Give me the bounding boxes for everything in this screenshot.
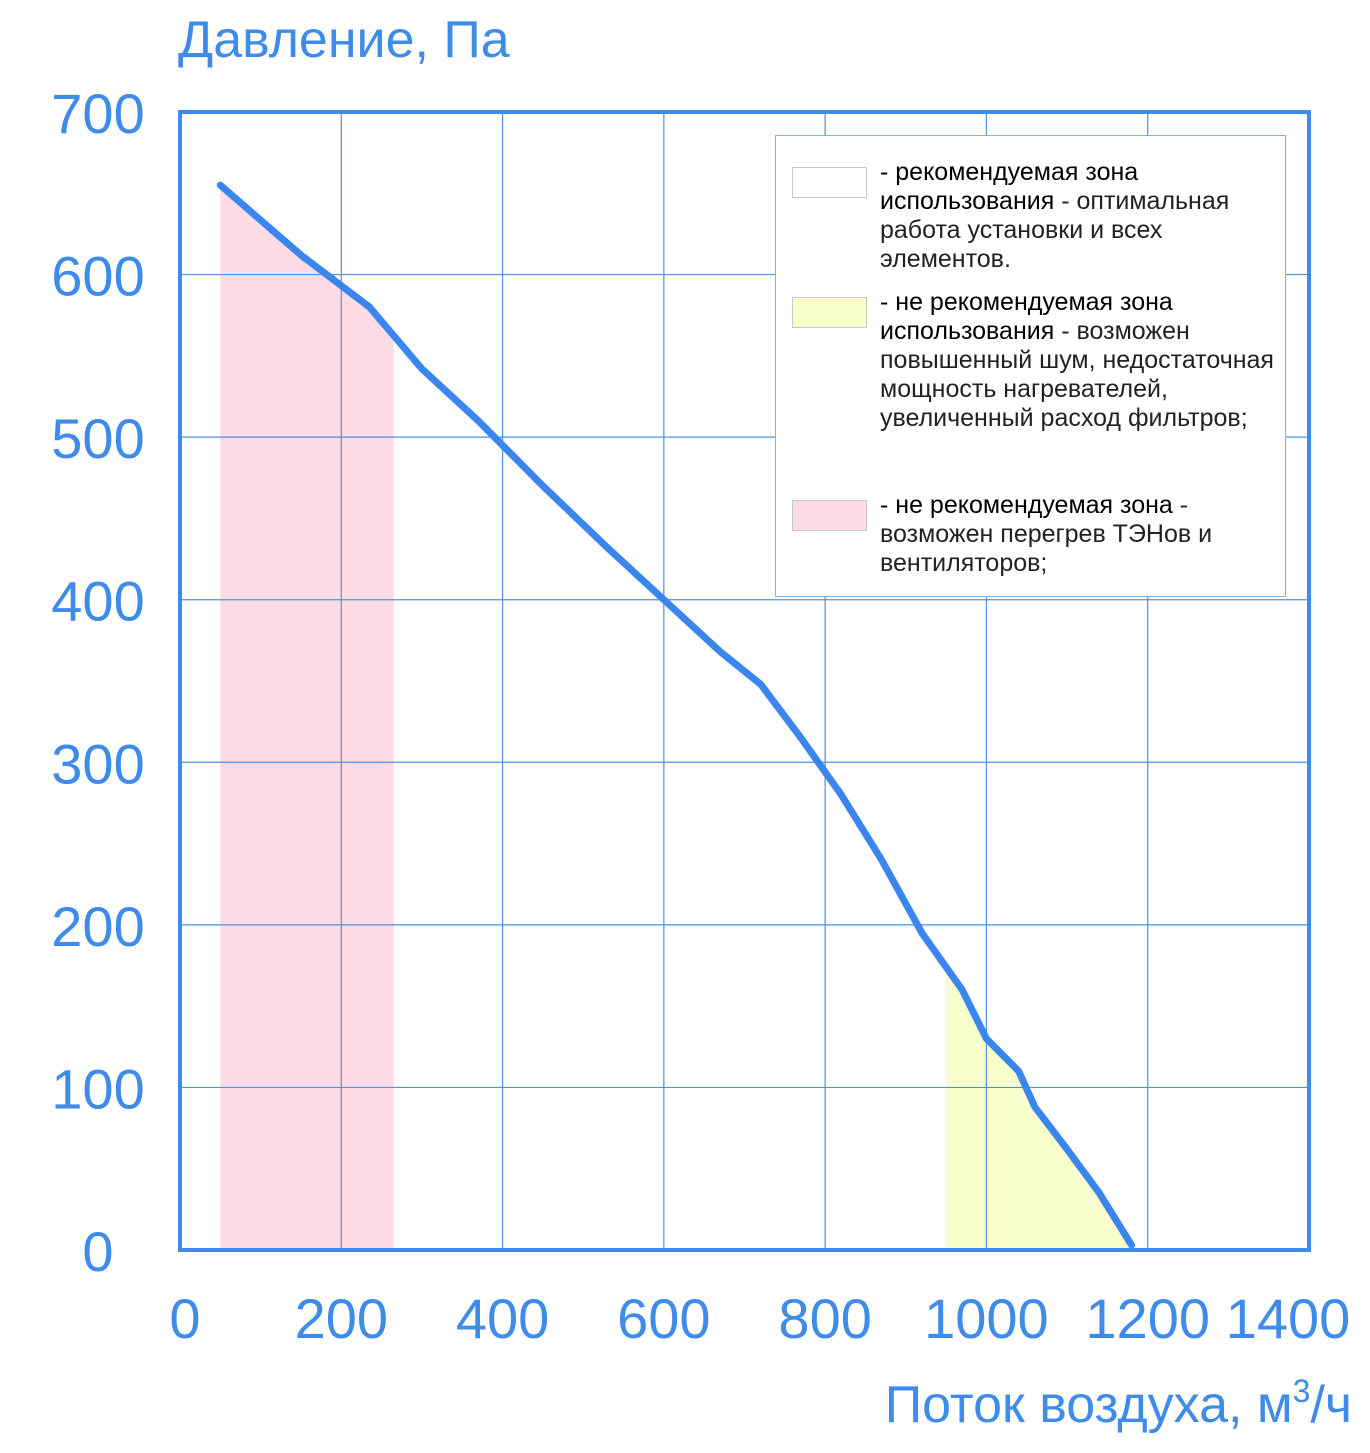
- legend-swatch-white: [792, 167, 867, 198]
- y-tick-label: 200: [51, 895, 144, 958]
- x-axis-label-sup: 3: [1293, 1373, 1311, 1409]
- legend-text-not-recommended-noise: - не рекомендуемая зона использования - …: [880, 288, 1280, 433]
- legend: - рекомендуемая зона использования - опт…: [775, 135, 1286, 597]
- y-tick-label: 400: [51, 570, 144, 633]
- plot-frame: [178, 110, 1311, 1252]
- y-tick-label: 0: [82, 1220, 113, 1283]
- series-line: [216, 181, 1136, 1249]
- x-axis-label: Поток воздуха, м3/ч: [885, 1373, 1352, 1434]
- legend-title-not-recommended-noise: - не рекомендуемая зона использования: [880, 288, 1173, 345]
- legend-swatch-pink: [792, 500, 867, 531]
- series: [216, 181, 1136, 1249]
- legend-title-recommended: - рекомендуемая зона использования: [880, 158, 1139, 215]
- x-tick-label: 1200: [1085, 1287, 1210, 1350]
- legend-swatch-yellow: [792, 297, 867, 328]
- legend-desc-not-recommended-overheat: - возможен перегрев ТЭНов и вентиляторов…: [880, 491, 1213, 577]
- y-tick-label: 700: [51, 82, 144, 145]
- x-tick-labels: 0 200 400 600 800 1000 1200 1400: [169, 1287, 1350, 1350]
- legend-text-not-recommended-overheat: - не рекомендуемая зона - возможен перег…: [880, 491, 1280, 578]
- y-tick-label: 100: [51, 1057, 144, 1120]
- x-tick-label: 200: [295, 1287, 388, 1350]
- x-tick-label: 600: [617, 1287, 710, 1350]
- x-tick-label: 0: [169, 1287, 200, 1350]
- y-tick-label: 600: [51, 245, 144, 308]
- y-tick-label: 500: [51, 407, 144, 470]
- y-tick-labels: 0 100 200 300 400 500 600 700: [51, 82, 144, 1283]
- legend-desc-recommended: - оптимальная работа установки и всех эл…: [880, 187, 1230, 273]
- x-axis-label-tail: /ч: [1310, 1376, 1352, 1434]
- x-tick-label: 1400: [1226, 1287, 1351, 1350]
- x-axis-label-main: Поток воздуха, м: [885, 1376, 1293, 1434]
- legend-desc-not-recommended-noise: - возможен повышенный шум, недостаточная…: [880, 317, 1274, 432]
- y-tick-label: 300: [51, 732, 144, 795]
- x-tick-label: 800: [778, 1287, 871, 1350]
- legend-title-not-recommended-overheat: - не рекомендуемая зона: [880, 491, 1173, 519]
- zone-pink: [220, 185, 394, 1251]
- legend-text-recommended: - рекомендуемая зона использования - опт…: [880, 158, 1280, 274]
- y-axis-label: Давление, Па: [178, 11, 510, 69]
- x-tick-label: 1000: [924, 1287, 1049, 1350]
- x-tick-label: 400: [456, 1287, 549, 1350]
